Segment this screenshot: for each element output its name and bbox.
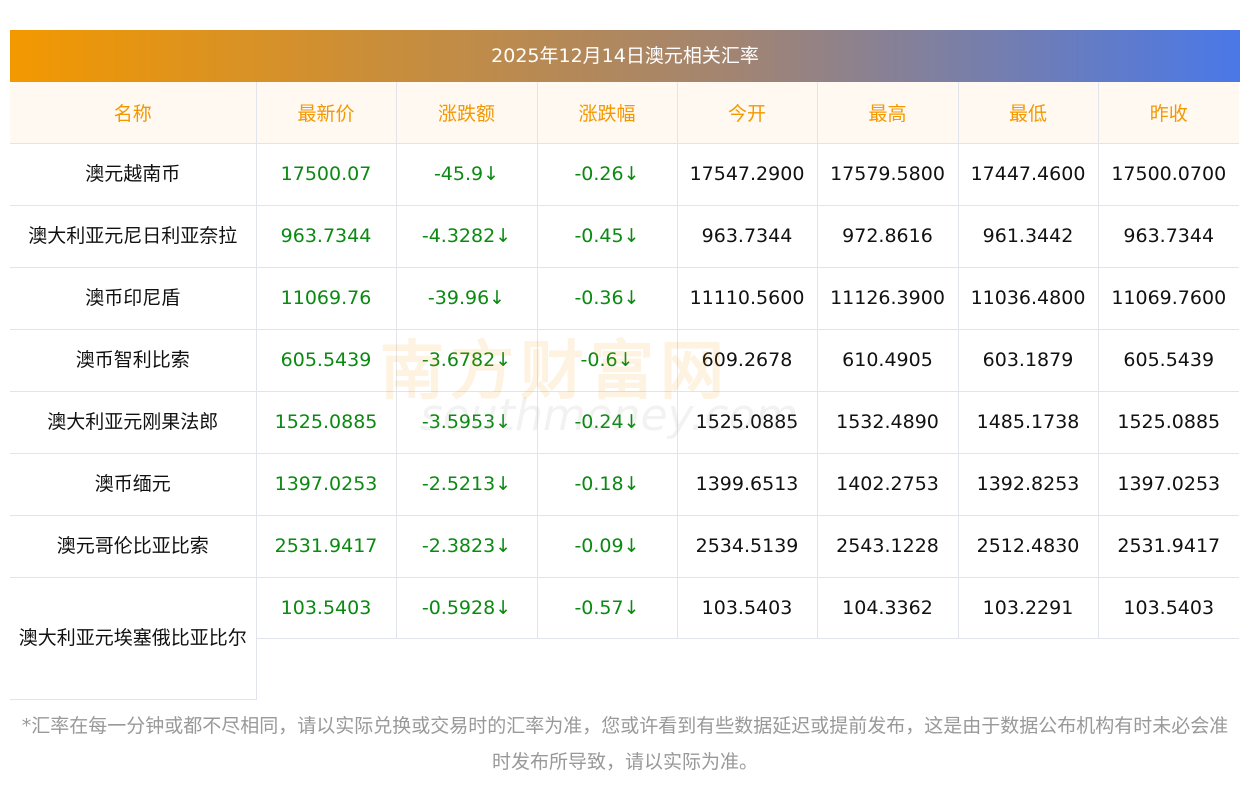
column-header: 今开 [676,82,818,144]
table-row: 澳币智利比索 605.5439 -3.6782↓ -0.6↓ 609.2678 610.4… [10,328,1239,392]
currency-name: 澳币印尼盾 [10,266,257,330]
rate-cell: -0.5928↓ [395,576,538,639]
rate-cell: -3.5953↓ [395,390,538,454]
rate-cell: 1525.0885 [1097,390,1239,454]
rate-cell: -45.9↓ [395,142,538,206]
rate-cell: 963.7344 [676,204,818,268]
currency-name: 澳元越南币 [10,142,257,206]
exchange-rate-table: 名称 最新价 涨跌额 涨跌幅 今开 最高 最低 昨收 澳元越南币 17500.07 -45.9↓ -… [10,82,1239,700]
rate-cell: 103.5403 [1097,576,1239,639]
rate-cell: -0.45↓ [536,204,678,268]
rate-cell: 2543.1228 [816,514,959,578]
rate-cell: 17579.5800 [816,142,959,206]
table-row: 澳大利亚元尼日利亚奈拉 963.7344 -4.3282↓ -0.45↓ 963.734… [10,204,1239,268]
rate-cell: 2531.9417 [255,514,397,578]
currency-name: 澳币智利比索 [10,328,257,392]
rate-cell: 11069.7600 [1097,266,1239,330]
rate-cell: 1525.0885 [676,390,818,454]
currency-name: 澳元哥伦比亚比索 [10,514,257,578]
column-header: 涨跌额 [395,82,538,144]
column-header: 最高 [816,82,959,144]
table-row: 澳元哥伦比亚比索 2531.9417 -2.3823↓ -0.09↓ 2534.5139… [10,514,1239,578]
table-row: 澳币印尼盾 11069.76 -39.96↓ -0.36↓ 11110.5600 1112… [10,266,1239,330]
rate-cell: 1397.0253 [1097,452,1239,516]
page-title: 2025年12月14日澳元相关汇率 [10,30,1240,82]
rate-cell: 103.2291 [957,576,1099,639]
table-row: 澳币缅元 1397.0253 -2.5213↓ -0.18↓ 1399.6513 1402… [10,452,1239,516]
rate-cell: 961.3442 [957,204,1099,268]
rate-cell: 11036.4800 [957,266,1099,330]
rate-cell: 963.7344 [255,204,397,268]
rate-cell: 2531.9417 [1097,514,1239,578]
rate-cell: 17500.07 [255,142,397,206]
rate-cell: -0.18↓ [536,452,678,516]
rate-cell: 11126.3900 [816,266,959,330]
rate-cell: 1392.8253 [957,452,1099,516]
currency-name: 澳大利亚元埃塞俄比亚比尔 [10,576,257,700]
rate-cell: -2.5213↓ [395,452,538,516]
empty-cell [256,638,1239,699]
rate-cell: 17500.0700 [1097,142,1239,206]
rate-cell: 972.8616 [816,204,959,268]
rate-cell: 605.5439 [255,328,397,392]
column-header: 昨收 [1097,82,1239,144]
rate-cell: 103.5403 [255,576,397,639]
rate-cell: -0.24↓ [536,390,678,454]
rate-cell: 103.5403 [676,576,818,639]
rate-cell: -0.09↓ [536,514,678,578]
rate-cell: 2534.5139 [676,514,818,578]
rate-cell: 104.3362 [816,576,959,639]
column-header: 涨跌幅 [536,82,678,144]
rate-cell: -0.57↓ [536,576,678,639]
disclaimer-note: *汇率在每一分钟或都不尽相同，请以实际兑换或交易时的汇率为准，您或许看到有些数据… [21,715,1229,773]
rate-cell: 11110.5600 [676,266,818,330]
rate-cell: 1532.4890 [816,390,959,454]
rate-cell: -3.6782↓ [395,328,538,392]
rate-cell: -0.6↓ [536,328,678,392]
rate-cell: 1525.0885 [255,390,397,454]
column-header: 最低 [957,82,1099,144]
currency-name: 澳大利亚元尼日利亚奈拉 [10,204,257,268]
column-header: 名称 [10,82,257,144]
rate-cell: 11069.76 [255,266,397,330]
rate-cell: 603.1879 [957,328,1099,392]
rate-cell: -0.26↓ [536,142,678,206]
rate-cell: -0.36↓ [536,266,678,330]
rate-cell: 610.4905 [816,328,959,392]
column-header: 最新价 [255,82,397,144]
rate-cell: 1485.1738 [957,390,1099,454]
rate-cell: 605.5439 [1097,328,1239,392]
table-row: 澳大利亚元刚果法郎 1525.0885 -3.5953↓ -0.24↓ 1525.088… [10,390,1239,454]
table-row: 澳大利亚元埃塞俄比亚比尔 103.5403 -0.5928↓ -0.57↓ 103.54… [10,576,1239,700]
rate-cell: -4.3282↓ [395,204,538,268]
rate-cell: 963.7344 [1097,204,1239,268]
table-header-row: 名称 最新价 涨跌额 涨跌幅 今开 最高 最低 昨收 [10,82,1239,144]
rate-cell: 2512.4830 [957,514,1099,578]
currency-name: 澳币缅元 [10,452,257,516]
rate-cell: -39.96↓ [395,266,538,330]
table-row: 澳元越南币 17500.07 -45.9↓ -0.26↓ 17547.2900 17579… [10,142,1239,206]
rate-cell: -2.3823↓ [395,514,538,578]
rate-cell: 1397.0253 [255,452,397,516]
rate-cell: 17547.2900 [676,142,818,206]
rate-cell: 1402.2753 [816,452,959,516]
rate-cell: 17447.4600 [957,142,1099,206]
currency-name: 澳大利亚元刚果法郎 [10,390,257,454]
rate-cell: 609.2678 [676,328,818,392]
rate-cell: 1399.6513 [676,452,818,516]
